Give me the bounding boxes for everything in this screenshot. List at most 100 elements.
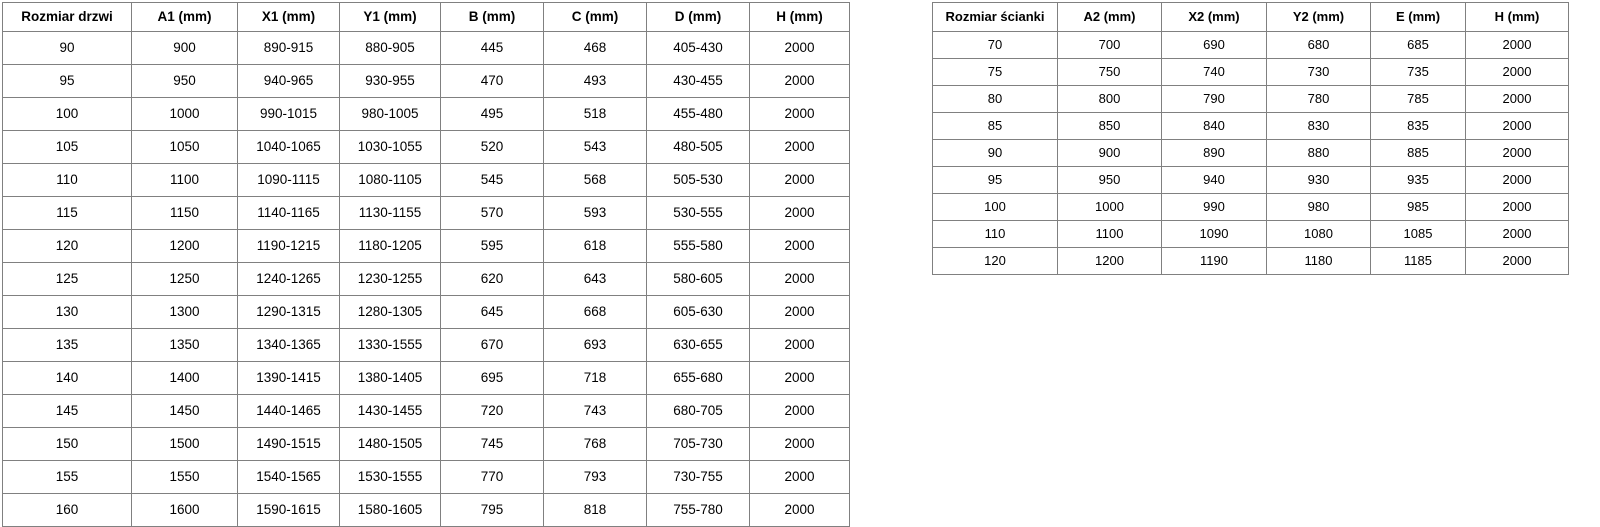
table-cell: 900 (131, 31, 238, 65)
table-cell: 1500 (131, 427, 238, 461)
table-cell: 1090 (1161, 220, 1267, 248)
table-cell: 668 (543, 295, 647, 329)
table-cell: 405-430 (646, 31, 750, 65)
table-cell: 620 (440, 262, 544, 296)
table-cell: 470 (440, 64, 544, 98)
table-cell: 1400 (131, 361, 238, 395)
table-cell: 770 (440, 460, 544, 494)
table-cell: 135 (2, 328, 132, 362)
wall-column-header-4: E (mm) (1370, 2, 1466, 32)
table-cell: 430-455 (646, 64, 750, 98)
table-cell: 1300 (131, 295, 238, 329)
wall-column-header-0: Rozmiar ścianki (932, 2, 1058, 32)
table-cell: 518 (543, 97, 647, 131)
table-cell: 693 (543, 328, 647, 362)
table-row: 160 1600 1590-1615 1580-1605 795 818 755-780 20… (2, 493, 850, 527)
table-cell: 1180-1205 (339, 229, 441, 263)
table-cell: 690 (1161, 31, 1267, 59)
table-cell: 890-915 (237, 31, 340, 65)
table-cell: 1380-1405 (339, 361, 441, 395)
door-column-header-6: D (mm) (646, 2, 750, 32)
table-cell: 1080-1105 (339, 163, 441, 197)
table-cell: 2000 (749, 196, 850, 230)
table-cell: 115 (2, 196, 132, 230)
table-cell: 830 (1266, 112, 1371, 140)
table-row: 140 1400 1390-1415 1380-1405 695 718 655-680 20… (2, 361, 850, 395)
table-cell: 2000 (1465, 193, 1569, 221)
table-row: 155 1550 1540-1565 1530-1555 770 793 730-755 20… (2, 460, 850, 494)
table-cell: 1050 (131, 130, 238, 164)
table-cell: 505-530 (646, 163, 750, 197)
table-cell: 110 (2, 163, 132, 197)
wall-column-header-2: X2 (mm) (1161, 2, 1267, 32)
table-cell: 105 (2, 130, 132, 164)
table-cell: 1000 (1057, 193, 1162, 221)
table-row: 80 800 790 780 785 2000 (932, 85, 1569, 113)
table-cell: 880-905 (339, 31, 441, 65)
table-cell: 2000 (749, 361, 850, 395)
table-cell: 1190-1215 (237, 229, 340, 263)
table-cell: 768 (543, 427, 647, 461)
table-cell: 695 (440, 361, 544, 395)
table-cell: 1440-1465 (237, 394, 340, 428)
table-cell: 2000 (749, 295, 850, 329)
table-cell: 850 (1057, 112, 1162, 140)
table-row: 90 900 890-915 880-905 445 468 405-430 2000 (2, 31, 850, 65)
table-cell: 2000 (1465, 112, 1569, 140)
table-cell: 95 (932, 166, 1058, 194)
door-column-header-7: H (mm) (749, 2, 850, 32)
wall-dimensions-table: Rozmiar ścianki A2 (mm) X2 (mm) Y2 (mm) E (m… (932, 2, 1569, 275)
table-cell: 618 (543, 229, 647, 263)
table-row: 120 1200 1190-1215 1180-1205 595 618 555-580 20… (2, 229, 850, 263)
table-cell: 890 (1161, 139, 1267, 167)
table-cell: 70 (932, 31, 1058, 59)
table-cell: 835 (1370, 112, 1466, 140)
table-cell: 930 (1266, 166, 1371, 194)
table-cell: 2000 (1465, 220, 1569, 248)
table-cell: 570 (440, 196, 544, 230)
table-cell: 120 (2, 229, 132, 263)
table-cell: 1230-1255 (339, 262, 441, 296)
table-cell: 125 (2, 262, 132, 296)
table-cell: 643 (543, 262, 647, 296)
table-header-row: Rozmiar ścianki A2 (mm) X2 (mm) Y2 (mm) E (m… (932, 2, 1569, 32)
table-header-row: Rozmiar drzwi A1 (mm) X1 (mm) Y1 (mm) B (mm)… (2, 2, 850, 32)
table-cell: 2000 (749, 163, 850, 197)
table-cell: 1290-1315 (237, 295, 340, 329)
table-row: 110 1100 1090 1080 1085 2000 (932, 220, 1569, 248)
table-cell: 1580-1605 (339, 493, 441, 527)
table-cell: 2000 (749, 64, 850, 98)
table-cell: 2000 (1465, 58, 1569, 86)
table-cell: 75 (932, 58, 1058, 86)
table-cell: 655-680 (646, 361, 750, 395)
table-cell: 745 (440, 427, 544, 461)
table-row: 100 1000 990 980 985 2000 (932, 193, 1569, 221)
table-cell: 2000 (1465, 85, 1569, 113)
table-cell: 543 (543, 130, 647, 164)
table-cell: 1185 (1370, 247, 1466, 275)
table-cell: 743 (543, 394, 647, 428)
table-row: 120 1200 1190 1180 1185 2000 (932, 247, 1569, 275)
table-cell: 2000 (749, 130, 850, 164)
table-cell: 990 (1161, 193, 1267, 221)
table-row: 125 1250 1240-1265 1230-1255 620 643 580-605 20… (2, 262, 850, 296)
table-cell: 1350 (131, 328, 238, 362)
table-cell: 100 (932, 193, 1058, 221)
table-cell: 493 (543, 64, 647, 98)
table-cell: 1450 (131, 394, 238, 428)
wall-column-header-5: H (mm) (1465, 2, 1569, 32)
table-cell: 155 (2, 460, 132, 494)
table-cell: 2000 (749, 460, 850, 494)
table-cell: 1200 (1057, 247, 1162, 275)
table-cell: 1550 (131, 460, 238, 494)
table-cell: 520 (440, 130, 544, 164)
table-cell: 2000 (749, 262, 850, 296)
table-cell: 2000 (749, 328, 850, 362)
table-row: 100 1000 990-1015 980-1005 495 518 455-480 2000 (2, 97, 850, 131)
table-cell: 568 (543, 163, 647, 197)
specification-sheet: Rozmiar drzwi A1 (mm) X1 (mm) Y1 (mm) B (mm)… (2, 2, 1569, 527)
table-row: 70 700 690 680 685 2000 (932, 31, 1569, 59)
table-cell: 645 (440, 295, 544, 329)
table-cell: 980 (1266, 193, 1371, 221)
table-cell: 1190 (1161, 247, 1267, 275)
